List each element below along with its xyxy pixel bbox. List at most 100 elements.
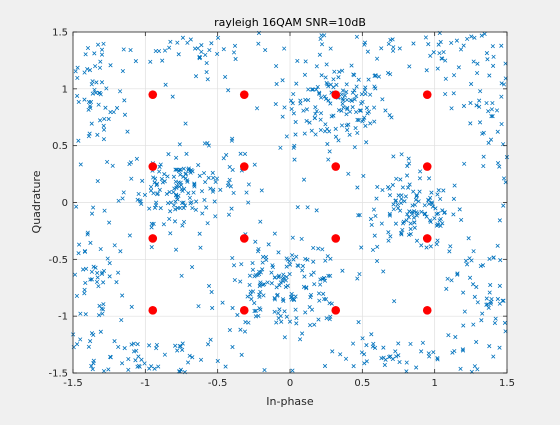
received-symbol <box>95 42 101 47</box>
received-symbol <box>427 354 432 359</box>
received-symbol <box>87 68 93 73</box>
received-symbol <box>230 344 235 350</box>
received-symbol <box>180 347 185 352</box>
received-symbol <box>126 356 131 362</box>
received-symbol <box>91 361 96 366</box>
received-symbol <box>287 319 293 324</box>
received-symbol <box>328 82 333 87</box>
received-symbol <box>128 160 134 165</box>
received-symbol <box>373 213 378 219</box>
constellation-point <box>148 162 158 171</box>
received-symbol <box>303 59 308 64</box>
received-symbol <box>418 169 423 174</box>
received-symbol <box>430 204 435 209</box>
received-symbol <box>393 198 399 203</box>
received-symbol <box>208 186 213 191</box>
y-tick-label: 0 <box>62 198 68 209</box>
received-symbol <box>177 343 182 349</box>
received-symbol <box>295 205 300 210</box>
received-symbol <box>283 284 288 290</box>
received-symbol <box>152 205 158 210</box>
received-symbol <box>352 145 357 150</box>
received-symbol <box>93 265 98 270</box>
received-symbol <box>313 132 318 137</box>
received-symbol <box>147 206 152 211</box>
received-symbol <box>232 277 237 283</box>
received-symbol <box>414 210 419 215</box>
received-symbol <box>429 201 435 206</box>
received-symbol <box>105 159 110 165</box>
received-symbol <box>373 73 378 78</box>
received-symbol <box>99 80 105 85</box>
constellation-point <box>148 306 158 315</box>
received-symbol <box>464 262 470 267</box>
received-symbol <box>441 49 446 55</box>
received-symbol <box>213 179 218 185</box>
received-symbol <box>388 72 393 77</box>
received-symbol <box>253 308 259 313</box>
received-symbol <box>381 269 386 274</box>
received-symbol <box>273 102 278 107</box>
received-symbol <box>315 84 320 90</box>
received-symbol <box>120 196 125 201</box>
received-symbol <box>319 33 324 38</box>
received-symbol <box>297 337 303 342</box>
received-symbol <box>443 91 448 97</box>
received-symbol <box>406 185 411 190</box>
received-symbol <box>499 94 504 99</box>
received-symbol <box>355 185 360 190</box>
received-symbol <box>200 211 205 216</box>
received-symbol <box>443 76 448 81</box>
received-symbol <box>495 129 500 134</box>
received-symbol <box>106 116 111 122</box>
received-symbol <box>482 31 487 37</box>
received-symbol <box>180 341 185 346</box>
received-symbol <box>226 212 232 217</box>
received-symbol <box>105 256 110 261</box>
received-symbol <box>313 111 318 116</box>
received-symbol <box>491 354 496 359</box>
received-symbol <box>221 47 226 52</box>
received-symbol <box>304 285 309 290</box>
received-symbol <box>173 167 178 172</box>
received-symbol <box>495 161 501 166</box>
received-symbol <box>388 354 393 359</box>
received-symbol <box>97 65 103 70</box>
received-symbol <box>274 320 279 325</box>
received-symbol <box>96 313 102 318</box>
received-symbol <box>280 297 286 302</box>
y-tick-label: -1 <box>58 312 68 323</box>
received-symbol <box>326 84 331 89</box>
received-symbol <box>107 220 112 225</box>
received-symbol <box>246 200 251 205</box>
received-symbol <box>361 173 366 179</box>
received-symbol <box>484 302 489 307</box>
received-symbol <box>460 347 465 352</box>
received-symbol <box>171 174 177 179</box>
received-symbol <box>101 41 106 46</box>
received-symbol <box>328 46 333 51</box>
received-symbol <box>412 209 417 214</box>
received-symbol <box>101 280 106 285</box>
received-symbol <box>104 86 109 91</box>
received-symbol <box>185 179 190 184</box>
received-symbol <box>457 207 462 212</box>
received-symbol <box>182 186 187 191</box>
received-symbol <box>239 262 244 267</box>
received-symbol <box>481 163 486 169</box>
received-symbol <box>471 322 476 327</box>
received-symbol <box>326 157 331 162</box>
received-symbol <box>399 193 404 198</box>
received-symbol <box>357 108 362 113</box>
received-symbol <box>428 195 433 200</box>
received-symbol <box>231 50 237 55</box>
received-symbol <box>209 41 214 46</box>
received-symbol <box>344 97 350 102</box>
received-symbol <box>323 258 328 263</box>
received-symbol <box>272 296 277 301</box>
received-symbol <box>455 271 460 276</box>
received-symbol <box>381 345 386 350</box>
received-symbol <box>313 105 318 110</box>
constellation-point <box>331 90 341 99</box>
received-symbol <box>261 293 266 298</box>
